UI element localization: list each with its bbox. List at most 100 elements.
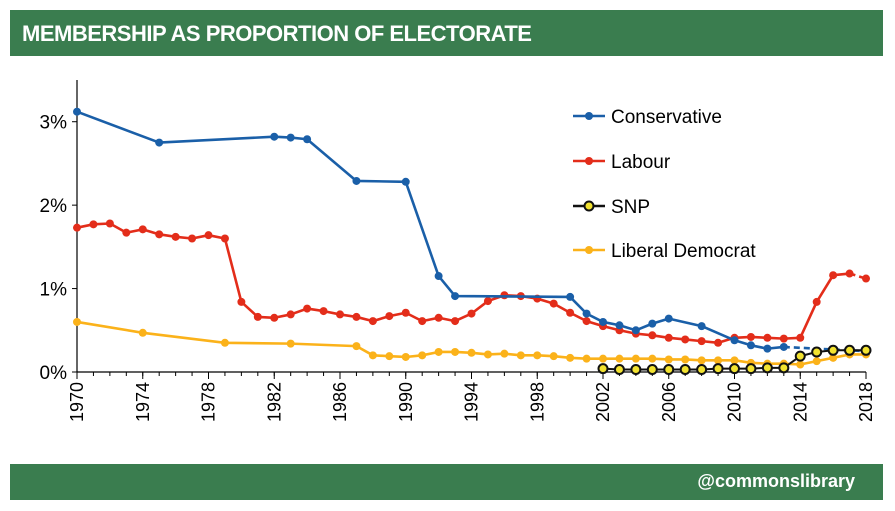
series-snp xyxy=(597,344,872,375)
data-point xyxy=(467,309,476,318)
data-point xyxy=(714,356,723,365)
legend-label: Liberal Democrat xyxy=(611,241,756,262)
data-point xyxy=(599,317,607,326)
data-point xyxy=(845,269,854,278)
data-point xyxy=(730,356,739,365)
data-point xyxy=(664,314,673,323)
data-point xyxy=(303,135,312,144)
data-point xyxy=(500,349,509,358)
data-point xyxy=(253,312,262,321)
data-point xyxy=(352,176,361,185)
data-point xyxy=(270,132,279,141)
x-tick-label: 2010 xyxy=(725,382,745,422)
data-point xyxy=(681,355,690,364)
series-line xyxy=(76,110,784,350)
data-point xyxy=(483,350,492,359)
title-bar: MEMBERSHIP AS PROPORTION OF ELECTORATE xyxy=(10,10,883,56)
data-point xyxy=(663,363,675,375)
data-point xyxy=(615,354,624,363)
data-point xyxy=(105,219,114,228)
legend-label: SNP xyxy=(611,197,650,218)
data-point xyxy=(827,344,839,356)
data-point xyxy=(664,355,673,364)
legend-marker xyxy=(585,112,593,120)
data-point xyxy=(697,337,706,346)
data-point xyxy=(418,317,427,326)
data-point xyxy=(319,307,328,316)
series-conservative xyxy=(73,107,870,356)
data-point xyxy=(73,107,81,116)
data-point xyxy=(646,363,658,375)
x-tick-label: 1990 xyxy=(396,382,416,422)
data-point xyxy=(812,297,821,306)
data-point xyxy=(697,322,706,331)
data-point xyxy=(630,363,642,375)
legend-marker xyxy=(585,157,593,165)
legend-marker xyxy=(585,246,593,254)
data-point xyxy=(73,223,81,232)
data-point xyxy=(761,362,773,374)
data-point xyxy=(648,331,657,340)
data-point xyxy=(434,272,443,281)
x-tick-label: 2002 xyxy=(593,382,613,422)
data-point xyxy=(352,312,361,321)
x-tick-label: 1970 xyxy=(67,382,87,422)
data-point xyxy=(89,220,98,229)
data-point xyxy=(566,308,575,317)
data-point xyxy=(613,363,625,375)
x-tick-label: 2018 xyxy=(856,382,876,422)
legend-item: Conservative xyxy=(573,107,722,128)
data-point xyxy=(862,274,870,283)
data-point xyxy=(451,347,460,356)
x-tick-label: 2006 xyxy=(659,382,679,422)
data-point xyxy=(714,338,723,347)
data-point xyxy=(566,292,575,301)
footer-bar: @commonslibrary xyxy=(10,464,883,500)
data-point xyxy=(860,344,872,356)
data-point xyxy=(746,341,755,350)
data-point xyxy=(794,350,806,362)
data-point xyxy=(697,356,706,365)
data-point xyxy=(779,342,788,351)
data-point xyxy=(745,363,757,375)
data-point xyxy=(286,133,295,142)
data-point xyxy=(648,319,657,328)
x-tick-label: 1982 xyxy=(264,382,284,422)
y-tick-label: 0% xyxy=(40,363,68,384)
legend-item: Liberal Democrat xyxy=(573,241,756,262)
data-point xyxy=(549,299,558,308)
data-point xyxy=(368,351,377,360)
data-point xyxy=(451,292,460,301)
data-point xyxy=(401,352,410,361)
data-point xyxy=(812,357,821,366)
data-point xyxy=(122,228,131,237)
data-point xyxy=(597,363,609,375)
y-tick-label: 1% xyxy=(40,280,68,301)
data-point xyxy=(730,336,739,345)
data-point xyxy=(778,362,790,374)
series-labour xyxy=(73,219,870,347)
data-point xyxy=(270,313,279,322)
data-point xyxy=(188,234,197,243)
data-point xyxy=(746,332,755,341)
data-point xyxy=(155,138,164,147)
data-point xyxy=(582,309,591,318)
data-point xyxy=(385,352,394,361)
legend-label: Conservative xyxy=(611,107,722,128)
data-point xyxy=(368,317,377,326)
line-chart: 0% 1% 2% 3% 1970 1974 1978 1982 1986 1990 1994 1998… xyxy=(40,80,876,422)
legend-marker xyxy=(583,200,595,212)
data-point xyxy=(401,308,410,317)
data-point xyxy=(582,354,591,363)
data-point xyxy=(204,231,213,240)
x-tick-label: 1986 xyxy=(330,382,350,422)
data-point xyxy=(286,310,295,319)
data-point xyxy=(352,342,361,351)
data-point xyxy=(138,225,147,234)
data-point xyxy=(664,333,673,342)
data-point xyxy=(712,363,724,375)
legend-item: SNP xyxy=(573,197,650,218)
data-point xyxy=(566,353,575,362)
y-tick-label: 2% xyxy=(40,196,68,217)
data-point xyxy=(237,297,246,306)
